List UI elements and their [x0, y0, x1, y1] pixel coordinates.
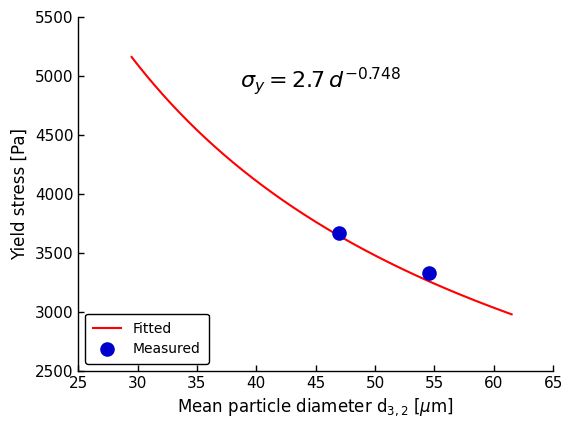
Fitted	[440, 285, 447, 290]
Fitted	[508, 312, 515, 317]
Fitted	[334, 232, 341, 237]
Fitted	[354, 244, 361, 249]
X-axis label: Mean particle diameter $\mathregular{d}_{3,2}$ [$\mu$m]: Mean particle diameter $\mathregular{d}_…	[177, 396, 454, 418]
Fitted	[309, 217, 316, 222]
Legend: Fitted, Measured: Fitted, Measured	[85, 314, 208, 364]
Line: Fitted: Fitted	[131, 57, 511, 314]
Fitted	[311, 218, 318, 224]
Fitted	[128, 54, 135, 60]
Measured	[335, 230, 344, 236]
Text: $\sigma_y = 2.7\,d^{-0.748}$: $\sigma_y = 2.7\,d^{-0.748}$	[240, 65, 401, 97]
Measured	[424, 269, 433, 276]
Y-axis label: Yield stress [Pa]: Yield stress [Pa]	[11, 128, 29, 260]
Fitted	[499, 308, 506, 314]
